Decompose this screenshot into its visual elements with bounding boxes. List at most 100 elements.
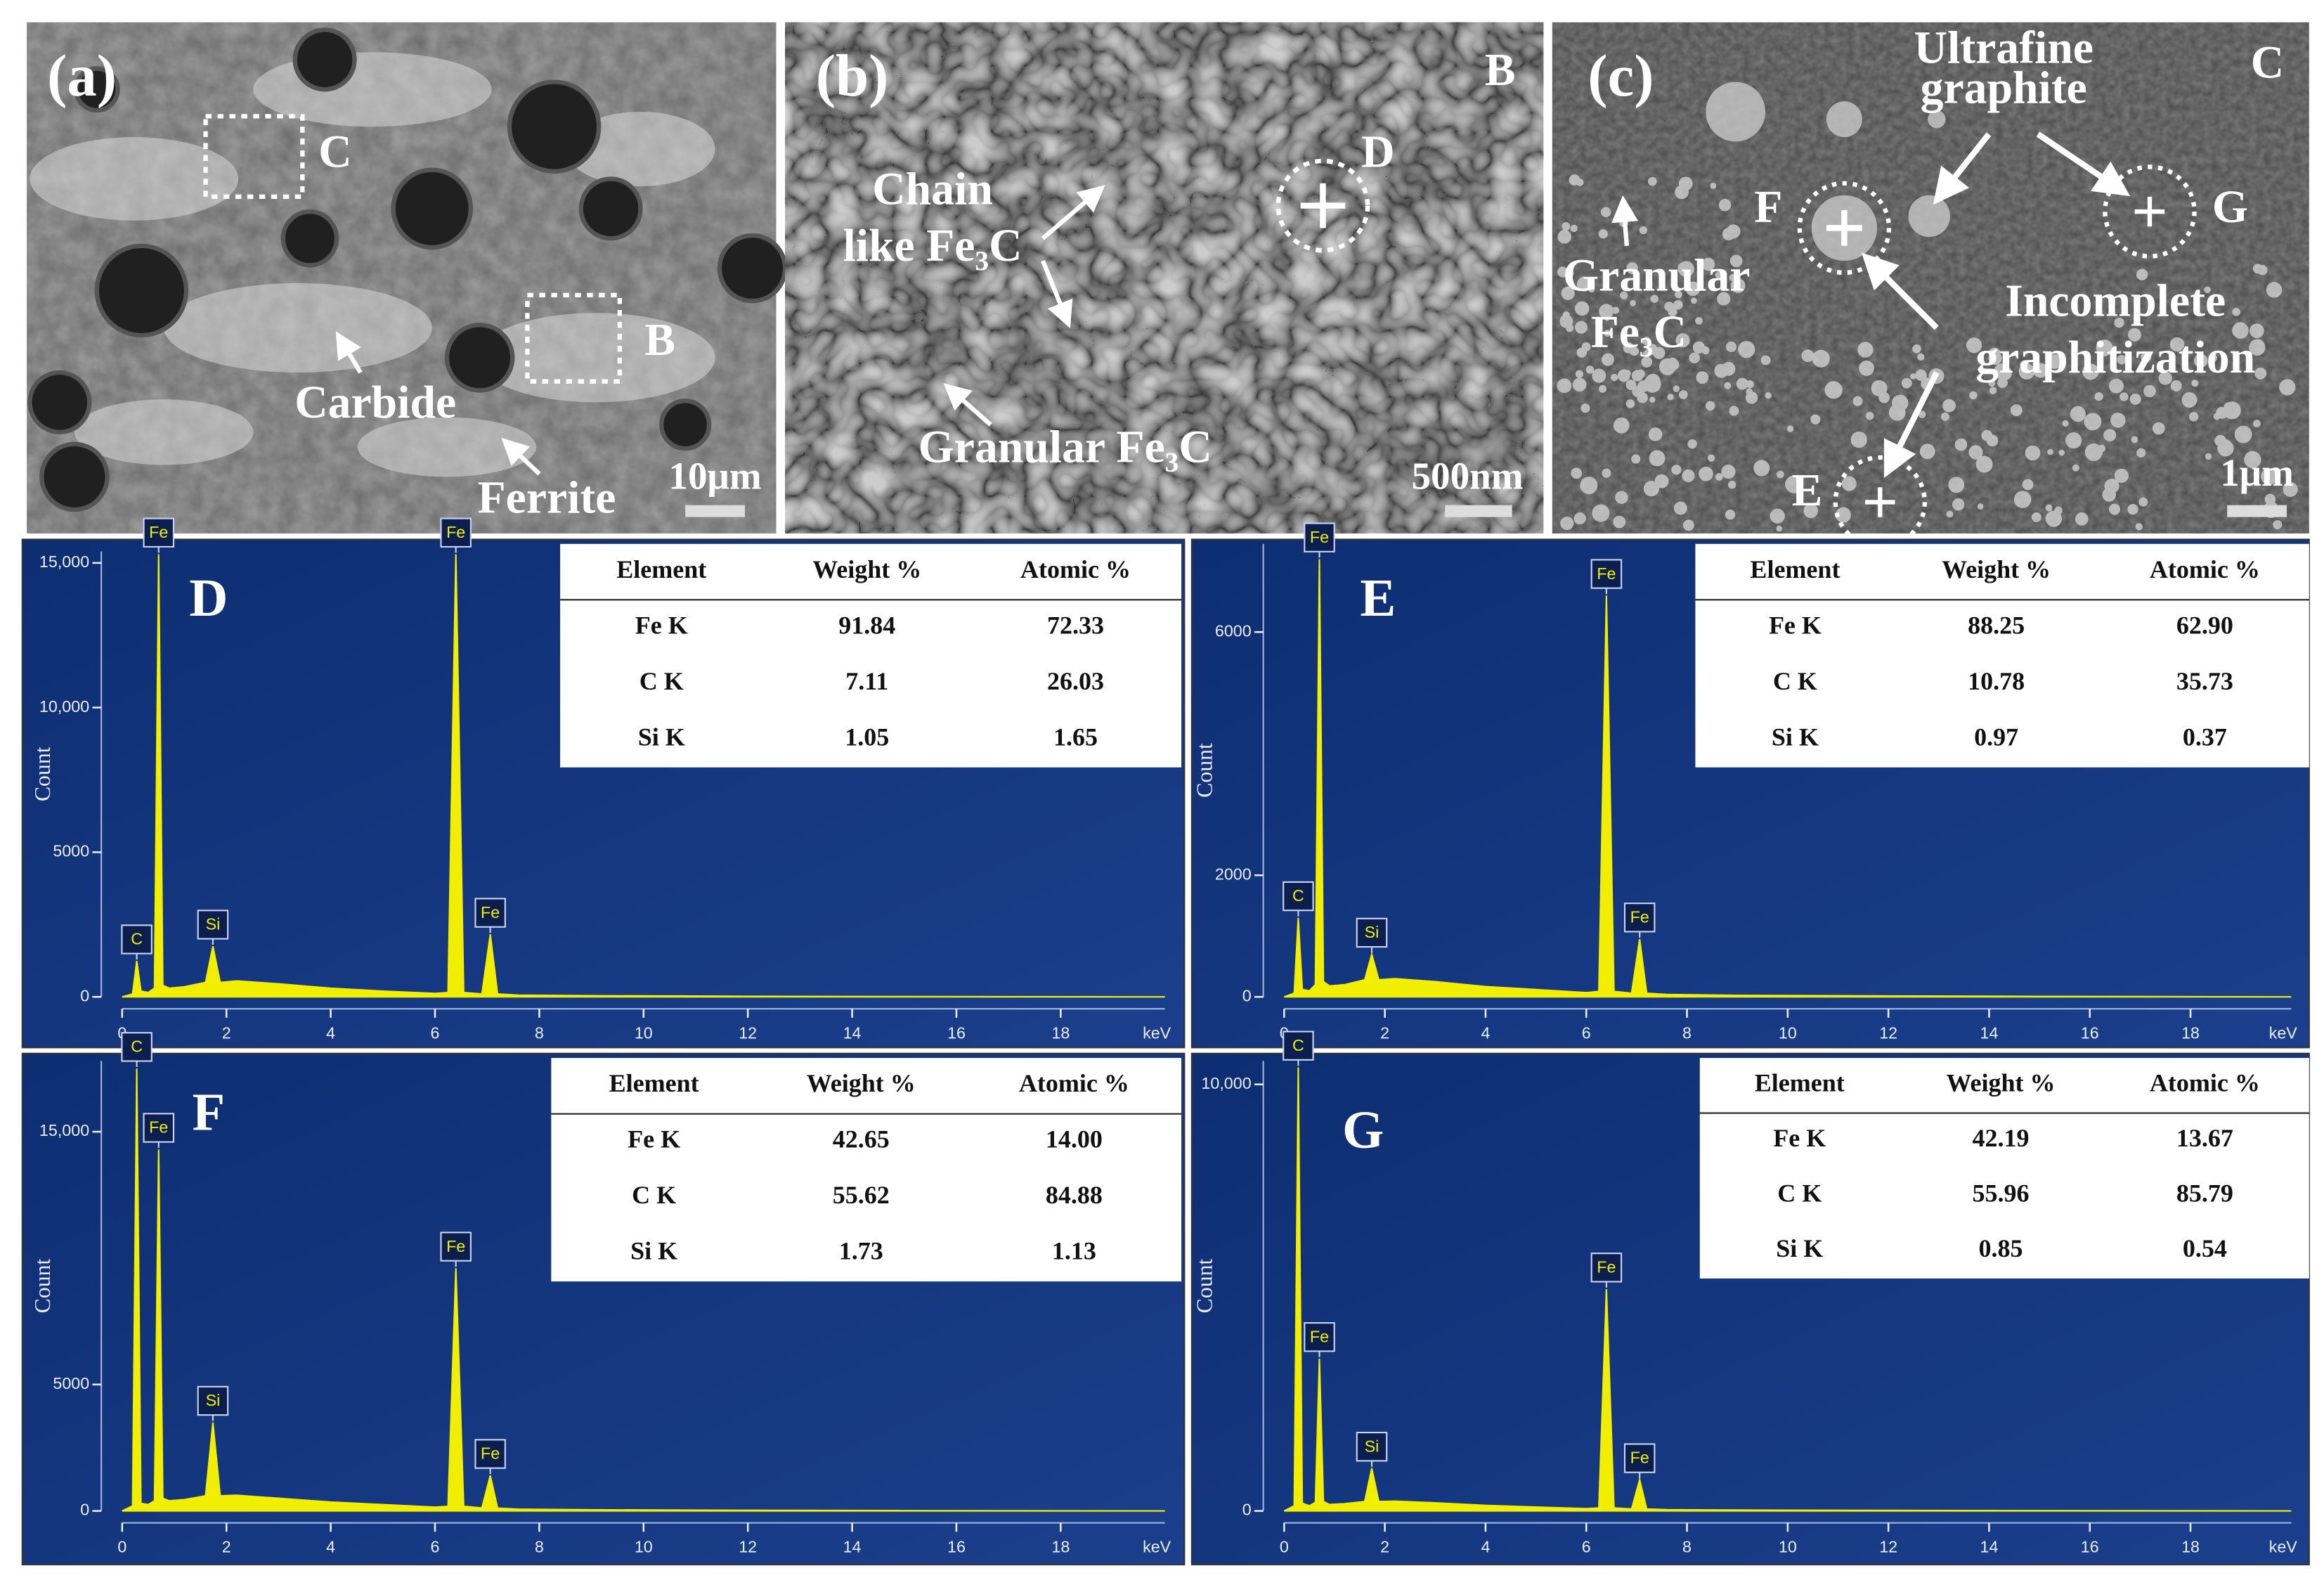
- x-tick-label: 4: [1481, 1023, 1490, 1042]
- x-tick-label: 16: [2081, 1538, 2099, 1556]
- annotation: B: [1485, 44, 1516, 96]
- spectrum-label: G: [1342, 1100, 1384, 1160]
- sem-image-b: [785, 22, 1544, 533]
- table-cell: C K: [1777, 1179, 1822, 1207]
- x-tick-label: 2: [1380, 1538, 1389, 1556]
- x-tick-label: 16: [2081, 1023, 2099, 1042]
- table-cell: Fe K: [628, 1125, 680, 1153]
- peak-label: Si: [206, 1391, 221, 1409]
- annotation: Carbide: [294, 377, 456, 428]
- x-tick-label: 0: [117, 1538, 126, 1556]
- x-tick-label: 12: [739, 1023, 757, 1042]
- x-tick-label: 4: [1481, 1538, 1490, 1556]
- peak-label-box: [440, 517, 472, 548]
- annotation: Ultrafine: [1914, 22, 2093, 73]
- spectrum: [1283, 1067, 2292, 1512]
- y-axis-label: Count: [30, 746, 55, 801]
- y-tick-label: 15,000: [39, 1121, 89, 1139]
- sem-image-a: [27, 22, 788, 533]
- table-cell: 1.13: [1052, 1237, 1096, 1265]
- sem-image-c: [1552, 22, 2309, 550]
- peak-label-box: [1304, 1322, 1335, 1352]
- y-axis-label: Count: [1192, 1258, 1216, 1313]
- x-tick-label: 10: [1779, 1023, 1797, 1042]
- peak-label-box: [121, 1032, 152, 1062]
- table-cell: 0.37: [2183, 723, 2227, 751]
- x-unit: keV: [1143, 1538, 1171, 1556]
- peak-label-box: [1356, 917, 1388, 948]
- peak-label: Fe: [481, 903, 500, 921]
- table-cell: 7.11: [845, 667, 888, 695]
- scale-bar-label: 10μm: [668, 454, 761, 497]
- x-tick-label: 14: [843, 1538, 862, 1556]
- x-tick-label: 4: [326, 1023, 335, 1042]
- x-tick-label: 14: [1980, 1538, 1998, 1556]
- x-tick-label: 18: [1051, 1023, 1070, 1042]
- peak-label: Fe: [1310, 528, 1329, 546]
- x-tick-label: 14: [1980, 1023, 1998, 1042]
- table-cell: 55.96: [1972, 1179, 2029, 1207]
- table-cell: Si K: [638, 723, 685, 751]
- table-cell: 72.33: [1047, 611, 1104, 639]
- table-cell: 42.19: [1972, 1124, 2029, 1152]
- x-tick-label: 2: [222, 1023, 231, 1042]
- x-tick-label: 6: [431, 1538, 440, 1556]
- table-cell: 55.62: [833, 1181, 890, 1209]
- y-tick-label: 5000: [53, 1374, 89, 1392]
- y-axis-label: Count: [30, 1258, 55, 1313]
- annotation: graphite: [1921, 63, 2087, 114]
- annotation: F: [1754, 181, 1782, 233]
- table-cell: 1.73: [839, 1237, 883, 1265]
- table-cell: 88.25: [1968, 611, 2025, 639]
- x-tick-label: 14: [843, 1023, 862, 1042]
- x-tick-label: 10: [635, 1023, 653, 1042]
- y-tick-label: 6000: [1215, 621, 1252, 640]
- table-bg: [551, 1058, 1182, 1282]
- annotation: Incomplete: [2005, 276, 2226, 327]
- annotation: C: [318, 127, 351, 178]
- peak-label: Fe: [1310, 1327, 1329, 1345]
- table-cell: 26.03: [1047, 667, 1104, 695]
- table-cell: 62.90: [2176, 611, 2233, 639]
- x-tick-label: 2: [1380, 1023, 1389, 1042]
- peak-label-box: [1590, 559, 1623, 589]
- table-cell: 10.78: [1968, 667, 2025, 695]
- table-cell: 0.54: [2183, 1234, 2227, 1262]
- y-tick-label: 2000: [1215, 865, 1252, 883]
- peak-label-box: [197, 910, 229, 940]
- peak-label: Si: [1365, 1437, 1380, 1455]
- annotation: B: [644, 314, 675, 366]
- y-tick-label: 0: [1242, 986, 1252, 1004]
- peak-label: C: [131, 1037, 143, 1056]
- peak-label-box: [197, 1385, 229, 1416]
- table-cell: C K: [632, 1181, 676, 1209]
- spectrum: [122, 1068, 1165, 1512]
- peak-label: C: [1292, 886, 1304, 905]
- table-cell: C K: [1773, 667, 1817, 695]
- peak-label-box: [143, 1113, 175, 1143]
- x-tick-label: 18: [2181, 1023, 2200, 1042]
- table-header: Atomic %: [1019, 1069, 1129, 1097]
- table-header: Atomic %: [2150, 555, 2260, 583]
- x-tick-label: 16: [947, 1538, 966, 1556]
- x-tick-label: 18: [1051, 1538, 1070, 1556]
- x-tick-label: 18: [2181, 1538, 2200, 1556]
- peak-label-box: [1283, 1030, 1314, 1061]
- table-header: Weight %: [812, 555, 921, 583]
- table-bg: [1695, 543, 2309, 768]
- peak-label-box: [121, 924, 152, 955]
- table-cell: 1.65: [1053, 723, 1098, 751]
- peak-label: Fe: [149, 1118, 168, 1137]
- table-cell: 85.79: [2176, 1179, 2233, 1207]
- peak-label-box: [474, 898, 506, 928]
- peak-label: Fe: [1630, 1449, 1649, 1467]
- y-tick-label: 5000: [53, 842, 89, 860]
- peak-label: Fe: [1597, 1258, 1616, 1276]
- table-cell: 35.73: [2176, 667, 2233, 695]
- table-cell: Si K: [630, 1237, 677, 1265]
- peak-label-box: [1590, 1253, 1623, 1283]
- spectrum-label: F: [192, 1082, 225, 1142]
- annotation: like Fe₃C: [843, 220, 1022, 271]
- annotation: Granular: [1563, 250, 1750, 302]
